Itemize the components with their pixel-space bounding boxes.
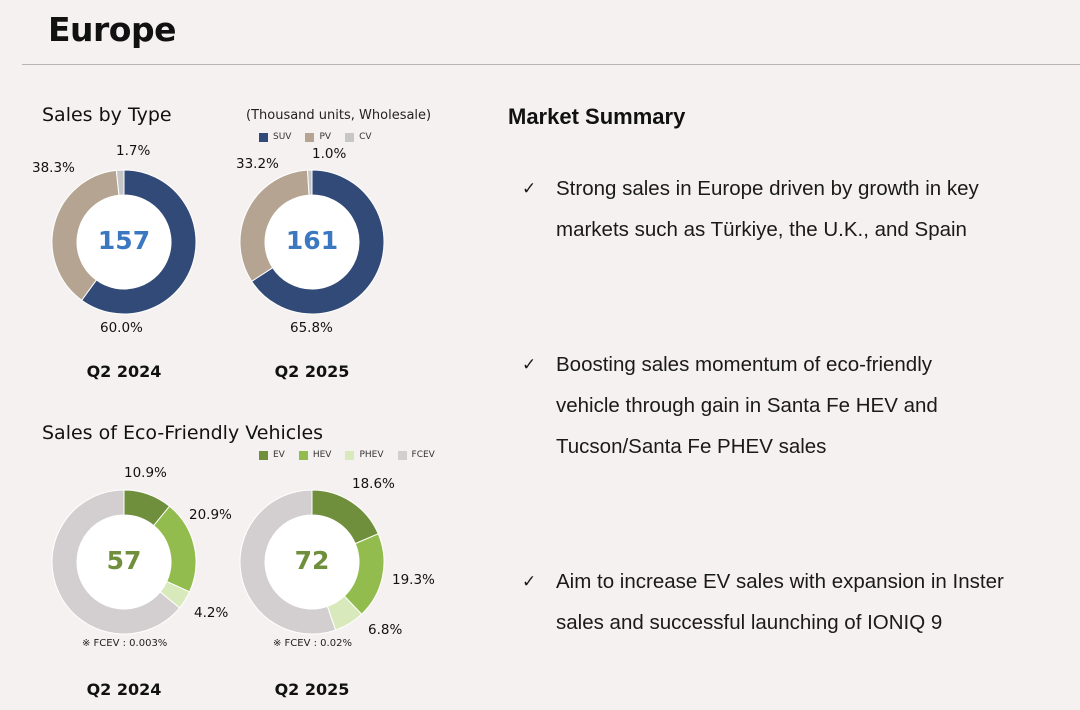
unit-note: (Thousand units, Wholesale) [246,108,432,123]
bullet-line: sales and successful launching of IONIQ … [556,611,943,634]
market-summary-title: Market Summary [508,104,686,129]
data-label-hev: 19.3% [392,572,435,588]
quarter-label: Q2 2024 [86,362,162,381]
data-label-hev: 20.9% [189,507,232,523]
donut-chart-eco-q2-2025 [239,489,385,635]
legend-label-phev: PHEV [359,450,384,460]
donut-chart-eco-q2-2024 [51,489,197,635]
bullet-text: Boosting sales momentum of eco-friendly … [556,344,938,467]
data-label-ev: 10.9% [124,465,167,481]
data-label-pv: 38.3% [32,160,75,176]
legend-item-cv: CV [345,132,372,142]
data-label-suv: 60.0% [100,320,143,336]
sales-by-type-title: Sales by Type [42,104,172,126]
data-label-ev: 18.6% [352,476,395,492]
legend-swatch-fcev [397,450,407,460]
legend-swatch-phev [345,450,355,460]
data-label-suv: 65.8% [290,320,333,336]
summary-bullet: ✓ Strong sales in Europe driven by growt… [522,168,1052,250]
title-divider [22,64,1080,65]
bullet-line: markets such as Türkiye, the U.K., and S… [556,218,967,241]
bullet-text: Aim to increase EV sales with expansion … [556,561,1004,643]
bullet-line: vehicle through gain in Santa Fe HEV and [556,394,938,417]
legend-item-ev: EV [259,450,285,460]
donut-chart-type-q2-2024 [51,169,197,315]
legend-label-ev: EV [273,450,285,460]
check-icon: ✓ [522,355,537,374]
legend-label-suv: SUV [273,132,292,142]
quarter-label: Q2 2025 [274,680,350,699]
donut-center [265,195,359,289]
legend-swatch-hev [298,450,308,460]
bullet-line: Strong sales in Europe driven by growth … [556,177,979,200]
bullet-text: Strong sales in Europe driven by growth … [556,168,979,250]
total-value: 57 [106,546,142,575]
legend-label-cv: CV [359,132,372,142]
legend-label-hev: HEV [312,450,332,460]
donut-center [265,515,359,609]
check-icon: ✓ [522,179,537,198]
donut-center [77,195,171,289]
type-legend: SUV PV CV [259,132,372,142]
legend-label-fcev: FCEV [411,450,435,460]
quarter-label: Q2 2025 [274,362,350,381]
eco-friendly-title: Sales of Eco-Friendly Vehicles [42,422,324,444]
legend-item-fcev: FCEV [397,450,435,460]
legend-item-suv: SUV [259,132,291,142]
quarter-label: Q2 2024 [86,680,162,699]
data-label-pv: 33.2% [236,156,279,172]
eco-legend: EV HEV PHEV FCEV [259,450,435,460]
legend-item-phev: PHEV [345,450,384,460]
data-label-phev: 6.8% [368,622,403,638]
legend-item-hev: HEV [298,450,332,460]
fcev-footnote: ※ FCEV : 0.02% [273,638,352,649]
legend-item-pv: PV [305,132,331,142]
fcev-footnote: ※ FCEV : 0.003% [82,638,168,649]
bullet-line: Tucson/Santa Fe PHEV sales [556,435,827,458]
legend-swatch-pv [305,132,315,142]
legend-swatch-suv [259,132,268,142]
data-label-cv: 1.7% [116,143,151,159]
legend-label-pv: PV [319,132,332,142]
total-value: 161 [285,226,339,255]
page-title: Europe [48,10,177,49]
check-icon: ✓ [522,572,537,591]
bullet-line: Boosting sales momentum of eco-friendly [556,353,933,376]
legend-swatch-ev [259,450,268,460]
data-label-cv: 1.0% [312,146,347,162]
total-value: 157 [97,226,151,255]
total-value: 72 [294,546,330,575]
legend-swatch-cv [345,132,355,142]
summary-bullet: ✓ Boosting sales momentum of eco-friendl… [522,344,1052,467]
summary-bullet: ✓ Aim to increase EV sales with expansio… [522,561,1052,643]
bullet-line: Aim to increase EV sales with expansion … [556,570,1004,593]
donut-chart-type-q2-2025 [239,169,385,315]
data-label-phev: 4.2% [194,605,229,621]
donut-center [77,515,171,609]
